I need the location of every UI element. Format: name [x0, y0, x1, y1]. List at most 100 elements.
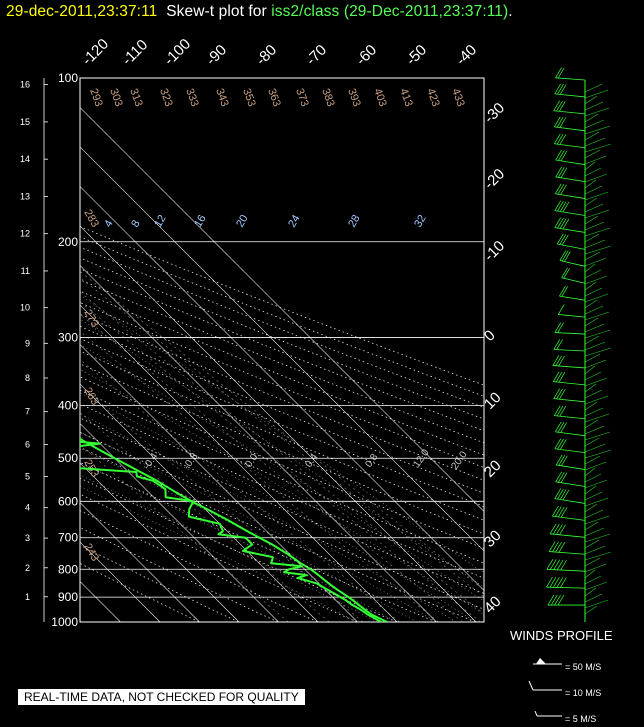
- pressure-tick-label: 200: [58, 235, 78, 249]
- moist-adiabat: [80, 343, 484, 602]
- wind-barb-tick: [584, 431, 611, 441]
- wind-barb-tick: [584, 239, 606, 249]
- wind-barb-feather: [561, 267, 568, 278]
- wind-barb-feather: [561, 250, 569, 262]
- temperature-top-label: -100: [161, 36, 194, 69]
- wind-barb-feather: [559, 84, 567, 95]
- height-km-label: 9: [25, 338, 30, 348]
- wind-barb-feather: [559, 234, 567, 245]
- wind-barb-tick: [584, 89, 609, 99]
- pressure-tick-label: 400: [58, 399, 78, 413]
- wind-barb-tick: [584, 251, 601, 261]
- wind-barb-feather: [556, 100, 563, 112]
- wind-legend-5: = 5 M/S: [565, 714, 597, 724]
- isotherm-line: [80, 225, 477, 622]
- wind-barb-tick: [584, 323, 605, 333]
- wind-barb-feather: [546, 577, 553, 588]
- temperature-right-label: -30: [481, 99, 508, 126]
- wind-barb-feather: [556, 117, 564, 128]
- wind-barb-tick: [584, 533, 611, 543]
- dry-adiabat-label: 413: [397, 87, 415, 108]
- isotherm-line: [80, 502, 200, 622]
- wind-barb-staff: [557, 243, 586, 250]
- title-prefix: Skew-t plot for: [166, 3, 267, 20]
- mixing-ratio-line: [80, 359, 400, 622]
- wind-barb-feather: [561, 455, 568, 466]
- wind-barb-tick: [584, 305, 604, 315]
- wind-barb-feather: [556, 559, 564, 571]
- wind-barb-staff: [546, 586, 586, 589]
- wind-barb-feather: [557, 506, 565, 518]
- wind-barb-staff: [554, 210, 586, 216]
- wind-barb-staff: [558, 314, 586, 318]
- wind-barb-staff: [552, 365, 586, 369]
- mixing-ratio-label: 20: [234, 213, 251, 230]
- wind-barb-feather: [557, 304, 565, 315]
- wind-barb-tick: [584, 197, 598, 207]
- wind-barb-staff: [554, 126, 586, 132]
- isotherm-line: [0, 78, 2, 622]
- mixing-ratio-label: 24: [286, 213, 303, 230]
- height-km-label: 11: [21, 266, 30, 276]
- temperature-top-label: -120: [79, 36, 112, 69]
- wind-barb-staff: [553, 110, 586, 115]
- wind-barb-tick: [584, 593, 603, 603]
- wind-barb-feather: [554, 116, 561, 128]
- wind-barb-staff: [555, 193, 586, 199]
- wind-barb-feather: [557, 438, 564, 450]
- wind-barb-feather: [559, 285, 566, 297]
- wind-barb-staff: [552, 515, 586, 521]
- dry-adiabat-label: 383: [319, 87, 337, 108]
- wind-barb-tick: [584, 413, 610, 423]
- wind-barb-tick: [584, 275, 608, 285]
- wind-barb-tick: [584, 209, 610, 219]
- isotherm-line: [80, 304, 398, 622]
- wind-barb-feather: [560, 577, 567, 588]
- dry-adiabat-label: 283: [81, 208, 101, 230]
- height-km-label: 6: [25, 440, 30, 450]
- wind-barb-tick: [584, 599, 609, 609]
- wind-barb-staff: [546, 568, 586, 572]
- wind-barb-tick: [584, 473, 602, 483]
- wind-barb-tick: [584, 341, 606, 351]
- wind-barb-feather: [558, 372, 566, 383]
- dry-adiabat-label: 373: [293, 87, 311, 108]
- grid-layer: [0, 78, 484, 622]
- title-station: iss2/class: [271, 3, 340, 20]
- wind-barb-tick: [584, 389, 603, 399]
- dry-adiabat-label: 313: [127, 87, 145, 108]
- dry-adiabat: [80, 376, 484, 549]
- legend-barb-50-pennant: [536, 658, 546, 664]
- wind-barb-tick: [584, 191, 609, 201]
- moist-adiabat-label: 0.8: [363, 452, 380, 470]
- wind-barb-feather: [557, 83, 564, 95]
- wind-barb-tick: [584, 155, 607, 165]
- wind-barb-feather: [554, 594, 561, 606]
- height-km-label: 3: [25, 533, 30, 543]
- temperature-top-label: -40: [453, 41, 480, 68]
- mixing-ratio-line: [80, 301, 481, 622]
- wind-barb-staff: [554, 93, 586, 98]
- wind-barb-feather: [562, 489, 570, 501]
- wind-barb-feather: [559, 389, 566, 400]
- wind-barb-feather: [549, 577, 557, 588]
- wind-barb-feather: [553, 339, 561, 350]
- legend-barb-5-feather: [534, 710, 538, 717]
- wind-barb-feather: [557, 322, 564, 333]
- title-station-time: (29-Dec-2011,23:37:11): [343, 3, 509, 20]
- legend-barb-10-feather: [528, 680, 534, 691]
- wind-barb-tick: [584, 545, 606, 555]
- wind-barb-tick: [584, 569, 596, 579]
- wind-barb-tick: [584, 605, 598, 615]
- wind-barb-feather: [554, 133, 561, 144]
- wind-barb-tick: [584, 485, 597, 495]
- wind-barb-feather: [553, 559, 561, 570]
- wind-barb-feather: [555, 506, 562, 517]
- dry-adiabat-label: 303: [107, 87, 125, 108]
- wind-barb-tick: [584, 395, 609, 405]
- height-km-label: 15: [20, 117, 30, 127]
- wind-barb-feather: [550, 559, 557, 570]
- wind-barb-feather: [559, 406, 567, 417]
- dry-adiabat: [80, 279, 484, 444]
- wind-barb-feather: [555, 355, 563, 366]
